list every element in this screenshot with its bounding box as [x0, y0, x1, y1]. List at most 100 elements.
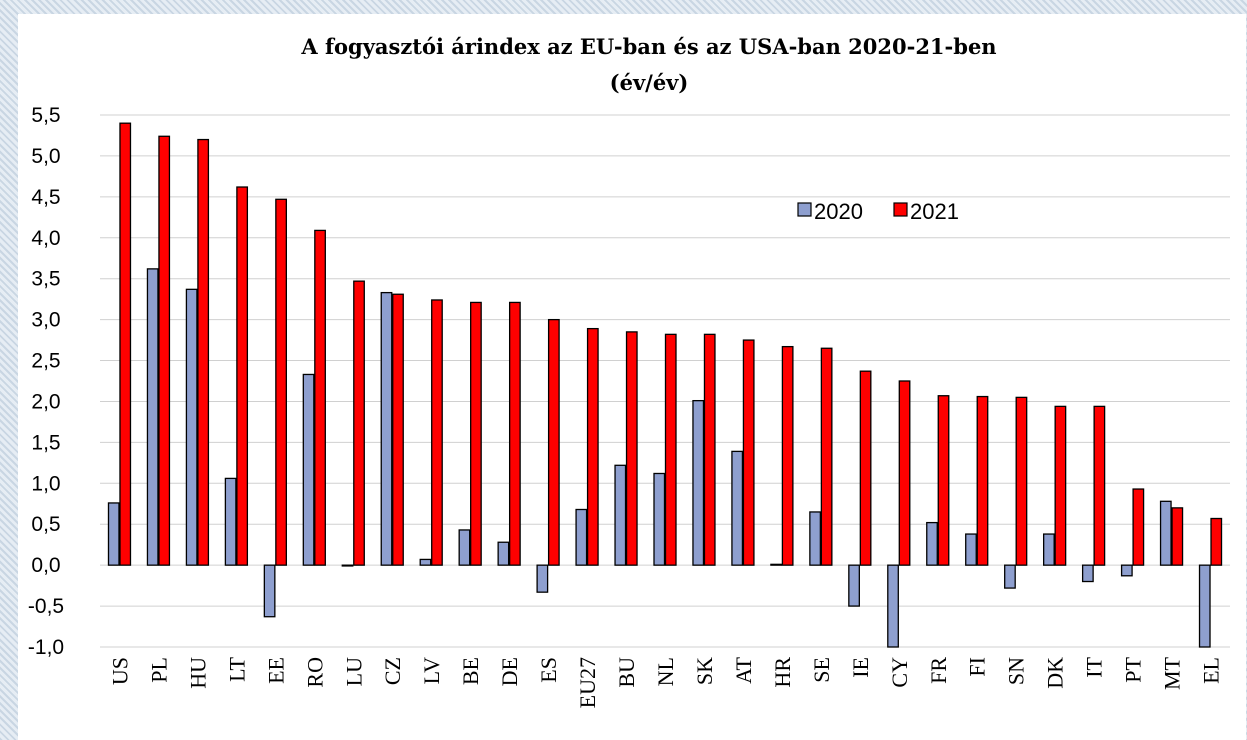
bar-2021-LV	[431, 299, 443, 566]
bar-2021-DK	[1054, 405, 1067, 566]
x-tick-label: LU	[341, 657, 366, 686]
y-tick-label: 4,0	[31, 227, 60, 250]
x-tick-label: DK	[1043, 657, 1068, 689]
bar-2021-BU	[625, 331, 638, 566]
legend-label: 2021	[910, 199, 959, 224]
x-tick-label: DE	[497, 657, 522, 686]
bar-2021-FI	[976, 395, 989, 566]
bar-2020-US	[107, 502, 120, 566]
x-tick-label: LT	[224, 656, 249, 681]
bar-2020-BE	[458, 529, 471, 566]
bar-2021-RO	[314, 229, 326, 566]
x-tick-label: HU	[185, 657, 210, 689]
bar-2021-HU	[197, 138, 210, 566]
x-tick-label: AT	[731, 656, 756, 683]
bar-2021-BE	[470, 301, 482, 566]
legend-label: 2020	[814, 199, 863, 224]
bar-2020-MT	[1159, 500, 1172, 566]
x-tick-label: EU27	[575, 657, 600, 708]
legend-swatch-2020	[797, 202, 812, 217]
bar-2020-PL	[146, 268, 159, 566]
x-tick-label: CZ	[380, 657, 405, 685]
x-tick-label: CY	[887, 657, 912, 688]
x-tick-label: NL	[653, 657, 678, 686]
bar-2021-US	[119, 122, 132, 566]
y-tick-label: 2,0	[31, 390, 60, 413]
x-tick-label: SE	[809, 657, 834, 683]
chart-subtitle: (év/év)	[610, 70, 689, 95]
bar-2020-IE	[848, 564, 860, 607]
bar-2020-RO	[302, 373, 315, 566]
bar-2020-SK	[692, 399, 705, 566]
x-tick-label: EE	[263, 657, 288, 684]
bar-2021-HR	[781, 345, 794, 566]
bar-2020-LU	[341, 564, 354, 567]
bar-2020-IT	[1081, 564, 1094, 583]
bar-2020-DE	[497, 541, 510, 566]
bar-2021-SN	[1015, 396, 1028, 566]
bar-2020-FR	[926, 521, 938, 566]
bar-2021-CY	[898, 380, 911, 566]
x-tick-label: BE	[458, 657, 483, 685]
y-tick-label: 3,5	[31, 268, 60, 291]
bar-2020-FI	[965, 533, 977, 566]
y-tick-label: 0,5	[31, 513, 60, 536]
x-tick-label: US	[107, 657, 132, 685]
chart-panel: A fogyasztói árindex az EU-ban és az USA…	[18, 14, 1246, 740]
bar-2021-CZ	[392, 293, 404, 566]
bar-2020-EL	[1198, 564, 1211, 648]
x-tick-label: ES	[536, 657, 561, 683]
bar-2021-PL	[158, 135, 171, 566]
y-tick-label: 3,0	[31, 309, 60, 332]
bar-2020-HU	[185, 288, 198, 566]
bar-2021-LU	[353, 280, 365, 566]
bar-2021-AT	[742, 339, 755, 566]
bar-2021-DE	[508, 301, 521, 566]
x-tick-label: FR	[926, 657, 951, 684]
bar-2021-FR	[937, 395, 950, 566]
bar-2021-MT	[1171, 507, 1184, 566]
bar-chart: A fogyasztói árindex az EU-ban és az USA…	[28, 34, 1230, 708]
y-tick-label: 5,0	[31, 145, 60, 168]
bar-2020-SN	[1004, 564, 1016, 589]
bar-2020-NL	[653, 472, 666, 566]
x-tick-label: SK	[692, 657, 717, 685]
bar-2021-LT	[236, 186, 249, 566]
x-tick-label: IE	[848, 657, 873, 678]
y-tick-label: -0,5	[28, 595, 64, 618]
bar-2020-DK	[1043, 533, 1055, 566]
bar-2020-HR	[770, 563, 783, 566]
x-tick-label: BU	[614, 657, 639, 688]
bar-2021-IT	[1093, 405, 1106, 566]
bar-2020-LT	[224, 477, 237, 566]
bar-2021-SK	[703, 333, 716, 566]
x-tick-label: IT	[1082, 656, 1107, 677]
x-tick-label: FI	[965, 657, 990, 677]
y-tick-label: 1,5	[31, 431, 60, 454]
bar-2020-BU	[614, 464, 627, 566]
x-tick-label: HR	[770, 657, 795, 688]
y-tick-label: 2,5	[31, 350, 60, 373]
bar-2020-PT	[1120, 564, 1133, 577]
bar-2021-EE	[275, 198, 287, 566]
chart-title: A fogyasztói árindex az EU-ban és az USA…	[300, 34, 996, 59]
bar-2021-ES	[547, 318, 560, 566]
bar-2021-EU27	[586, 327, 599, 566]
bar-2020-CY	[887, 564, 899, 648]
bar-2020-CZ	[380, 291, 393, 566]
x-tick-label: MT	[1160, 656, 1185, 690]
bar-2020-LV	[419, 558, 432, 566]
bar-2020-SE	[809, 511, 822, 566]
bar-2020-EE	[263, 564, 276, 618]
x-tick-label: SN	[1004, 657, 1029, 685]
bar-2021-SE	[820, 347, 833, 566]
x-tick-label: PT	[1121, 656, 1146, 682]
x-tick-label: EL	[1199, 657, 1224, 684]
y-tick-label: -1,0	[28, 636, 64, 659]
y-tick-label: 4,5	[31, 186, 60, 209]
bar-2021-IE	[859, 370, 872, 566]
y-tick-label: 0,0	[31, 554, 60, 577]
y-tick-label: 5,5	[31, 104, 60, 127]
bar-2021-EL	[1210, 517, 1223, 566]
